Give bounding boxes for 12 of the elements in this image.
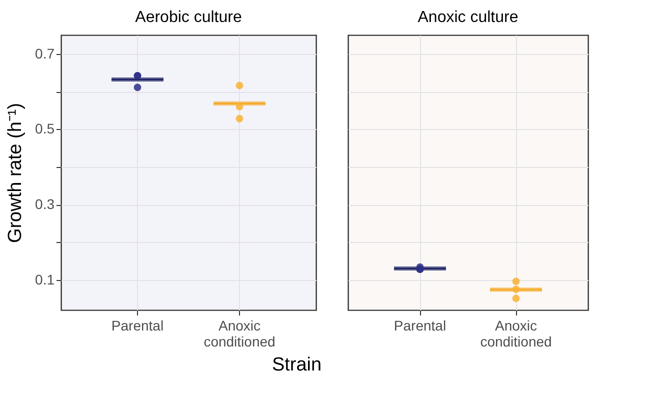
chart-title: Aerobic culture — [135, 9, 242, 26]
x-tick-label: Parental — [111, 318, 164, 334]
y-tick-label: 0.5 — [35, 120, 55, 137]
x-tick-label: Anoxic conditioned — [480, 318, 552, 350]
y-tick-label: 0.3 — [35, 196, 55, 212]
y-tick-label: 0.1 — [35, 271, 55, 288]
y-tick-label: 0.7 — [35, 45, 55, 62]
y-axis-title: Growth rate (h⁻¹) — [5, 102, 26, 244]
x-tick-label: Parental — [394, 318, 446, 334]
chart-title: Anoxic culture — [418, 9, 518, 26]
x-tick-label: Anoxic conditioned — [204, 318, 276, 350]
x-axis-title: Strain — [272, 354, 322, 376]
